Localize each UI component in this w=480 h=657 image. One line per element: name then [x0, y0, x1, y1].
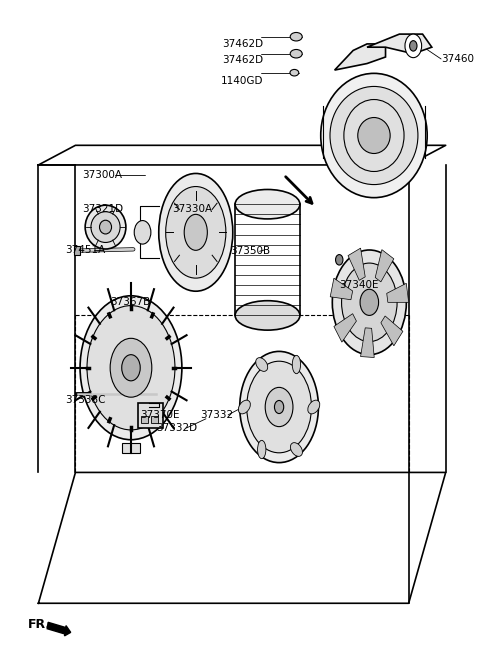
Ellipse shape: [358, 118, 390, 154]
Bar: [74, 246, 80, 255]
Circle shape: [409, 41, 417, 51]
Text: 37462D: 37462D: [222, 39, 263, 49]
Text: 37460: 37460: [441, 54, 474, 64]
Text: 1140GD: 1140GD: [220, 76, 263, 86]
Text: 37321D: 37321D: [83, 204, 123, 214]
Ellipse shape: [292, 355, 300, 374]
Ellipse shape: [80, 296, 182, 440]
Ellipse shape: [87, 306, 175, 430]
Text: 37300A: 37300A: [83, 170, 122, 180]
Ellipse shape: [290, 32, 302, 41]
Polygon shape: [375, 250, 394, 282]
Polygon shape: [381, 316, 403, 346]
Ellipse shape: [159, 173, 233, 291]
Text: FR.: FR.: [28, 618, 51, 631]
Ellipse shape: [256, 357, 268, 371]
Bar: [141, 415, 148, 423]
Ellipse shape: [235, 189, 300, 219]
Bar: [138, 403, 163, 428]
Ellipse shape: [332, 250, 407, 355]
Ellipse shape: [91, 212, 120, 242]
Polygon shape: [360, 328, 374, 357]
Ellipse shape: [290, 443, 302, 457]
Polygon shape: [330, 278, 353, 300]
Ellipse shape: [330, 87, 418, 185]
Ellipse shape: [166, 187, 226, 278]
Ellipse shape: [265, 388, 293, 426]
Ellipse shape: [239, 400, 251, 414]
Polygon shape: [335, 44, 385, 70]
Ellipse shape: [110, 338, 152, 397]
Ellipse shape: [290, 70, 299, 76]
Text: 37462D: 37462D: [222, 55, 263, 65]
Text: 37330A: 37330A: [173, 204, 213, 214]
Circle shape: [134, 221, 151, 244]
FancyArrow shape: [47, 622, 71, 636]
Text: 37451A: 37451A: [65, 245, 106, 255]
Polygon shape: [367, 34, 432, 54]
Polygon shape: [348, 248, 365, 281]
Ellipse shape: [342, 263, 397, 342]
Ellipse shape: [290, 49, 302, 58]
Bar: [151, 415, 158, 423]
Ellipse shape: [247, 361, 312, 453]
Polygon shape: [334, 313, 357, 342]
Ellipse shape: [85, 205, 126, 249]
Ellipse shape: [360, 289, 379, 315]
Ellipse shape: [235, 301, 300, 330]
Ellipse shape: [321, 74, 427, 198]
Ellipse shape: [122, 355, 140, 381]
Text: 37370E: 37370E: [140, 410, 180, 420]
Circle shape: [336, 254, 343, 265]
Text: 37332: 37332: [201, 410, 234, 420]
Polygon shape: [122, 443, 140, 453]
Polygon shape: [387, 283, 408, 302]
Ellipse shape: [184, 214, 207, 250]
Text: 37340E: 37340E: [339, 280, 379, 290]
Text: 37332D: 37332D: [156, 423, 198, 433]
Ellipse shape: [99, 220, 111, 234]
Text: 37367B: 37367B: [110, 298, 150, 307]
Circle shape: [405, 34, 421, 58]
Text: 37350B: 37350B: [230, 246, 271, 256]
Ellipse shape: [275, 401, 284, 413]
Ellipse shape: [308, 400, 320, 414]
Ellipse shape: [258, 440, 266, 459]
Text: 37338C: 37338C: [65, 396, 106, 405]
Ellipse shape: [240, 351, 318, 463]
